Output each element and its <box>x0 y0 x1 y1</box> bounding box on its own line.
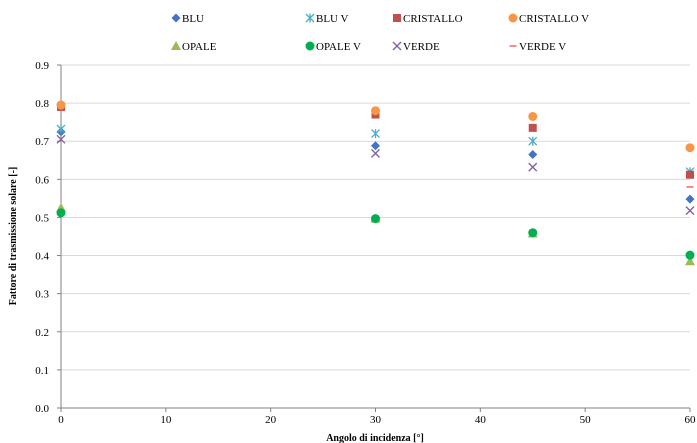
legend-item-opale: OPALE <box>171 41 217 53</box>
legend-label-cristallo: CRISTALLO <box>403 13 463 25</box>
point-opale-v <box>528 228 538 238</box>
y-tick-labels: 0.0 0.1 0.2 0.3 0.4 0.5 0.6 0.7 0.8 0.9 <box>35 60 49 415</box>
x-tick-label: 0 <box>58 414 64 426</box>
axes <box>57 64 691 412</box>
series-blu <box>56 127 695 204</box>
x-tick-label: 10 <box>160 414 172 426</box>
point-opale-v <box>685 250 695 260</box>
point-cristallo <box>686 170 694 179</box>
point-opale-v <box>371 214 380 224</box>
x-tick-label: 20 <box>265 414 277 426</box>
point-blu-v <box>528 136 538 146</box>
legend-label-opale-v: OPALE V <box>316 41 361 53</box>
point-cristallo <box>528 123 537 132</box>
legend-marker-opale <box>171 41 181 50</box>
point-opale <box>685 256 695 266</box>
legend-marker-cristallo-v <box>508 13 518 23</box>
series-verde <box>56 134 695 216</box>
y-tick-label: 0.6 <box>35 174 49 186</box>
legend-label-cristallo-v: CRISTALLO V <box>519 13 589 25</box>
y-tick-label: 0.1 <box>35 365 49 377</box>
y-tick-label: 0.8 <box>35 98 49 110</box>
x-tick-label: 30 <box>370 414 382 426</box>
legend-item-blu: BLU <box>171 13 204 25</box>
legend-label-blu: BLU <box>182 13 204 25</box>
point-verde <box>528 162 538 172</box>
y-tick-label: 0.7 <box>35 136 49 148</box>
legend-item-cristallo: CRISTALLO <box>393 13 463 25</box>
point-verde <box>56 134 66 144</box>
x-tick-label: 50 <box>580 414 592 426</box>
point-cristallo-v <box>685 143 695 153</box>
y-axis-title: Fattore di trasmissione solare [-] <box>8 167 19 306</box>
series-cristallo-v <box>56 100 695 153</box>
legend-item-verde: VERDE <box>392 41 440 53</box>
point-blu-v <box>56 124 66 134</box>
series-blu-v <box>56 124 695 177</box>
legend-marker-blu-v <box>305 13 315 23</box>
legend-item-verde-v: VERDE V <box>509 41 566 53</box>
y-tick-label: 0.2 <box>35 327 49 339</box>
point-verde <box>371 148 380 158</box>
y-tick-label: 0.4 <box>35 251 49 263</box>
point-blu <box>528 150 538 160</box>
point-cristallo-v <box>371 106 380 116</box>
legend-label-verde: VERDE <box>403 41 440 53</box>
legend-marker-verde <box>392 41 402 51</box>
x-axis-title: Angolo di incidenza [°] <box>326 433 424 443</box>
data-markers <box>56 100 695 266</box>
legend-item-blu-v: BLU V <box>305 13 349 25</box>
legend-item-opale-v: OPALE V <box>305 41 361 53</box>
legend-marker-opale-v <box>305 41 315 51</box>
x-tick-label: 40 <box>475 414 487 426</box>
legend: BLU BLU V CRISTALLO CRISTALLO V OPALE OPALE V… <box>171 13 589 53</box>
point-cristallo-v <box>56 100 66 110</box>
point-opale-v <box>56 208 66 218</box>
point-blu <box>685 194 695 204</box>
series-opale-v <box>56 208 695 260</box>
y-tick-label: 0.5 <box>35 212 49 224</box>
y-tick-label: 0.3 <box>35 289 49 301</box>
legend-label-opale: OPALE <box>182 41 217 53</box>
y-tick-label: 0.9 <box>35 60 49 72</box>
legend-marker-blu <box>171 13 181 23</box>
legend-label-blu-v: BLU V <box>316 13 349 25</box>
point-blu-v <box>371 129 380 139</box>
x-tick-label: 60 <box>685 414 697 426</box>
point-blu <box>371 141 380 151</box>
point-cristallo-v <box>528 111 538 121</box>
legend-item-cristallo-v: CRISTALLO V <box>508 13 589 25</box>
y-tick-label: 0.0 <box>35 403 49 415</box>
x-tick-labels: 0 10 20 30 40 50 60 <box>58 414 696 426</box>
point-verde <box>685 206 695 216</box>
legend-label-verde-v: VERDE V <box>519 41 566 53</box>
legend-marker-cristallo <box>393 14 401 22</box>
